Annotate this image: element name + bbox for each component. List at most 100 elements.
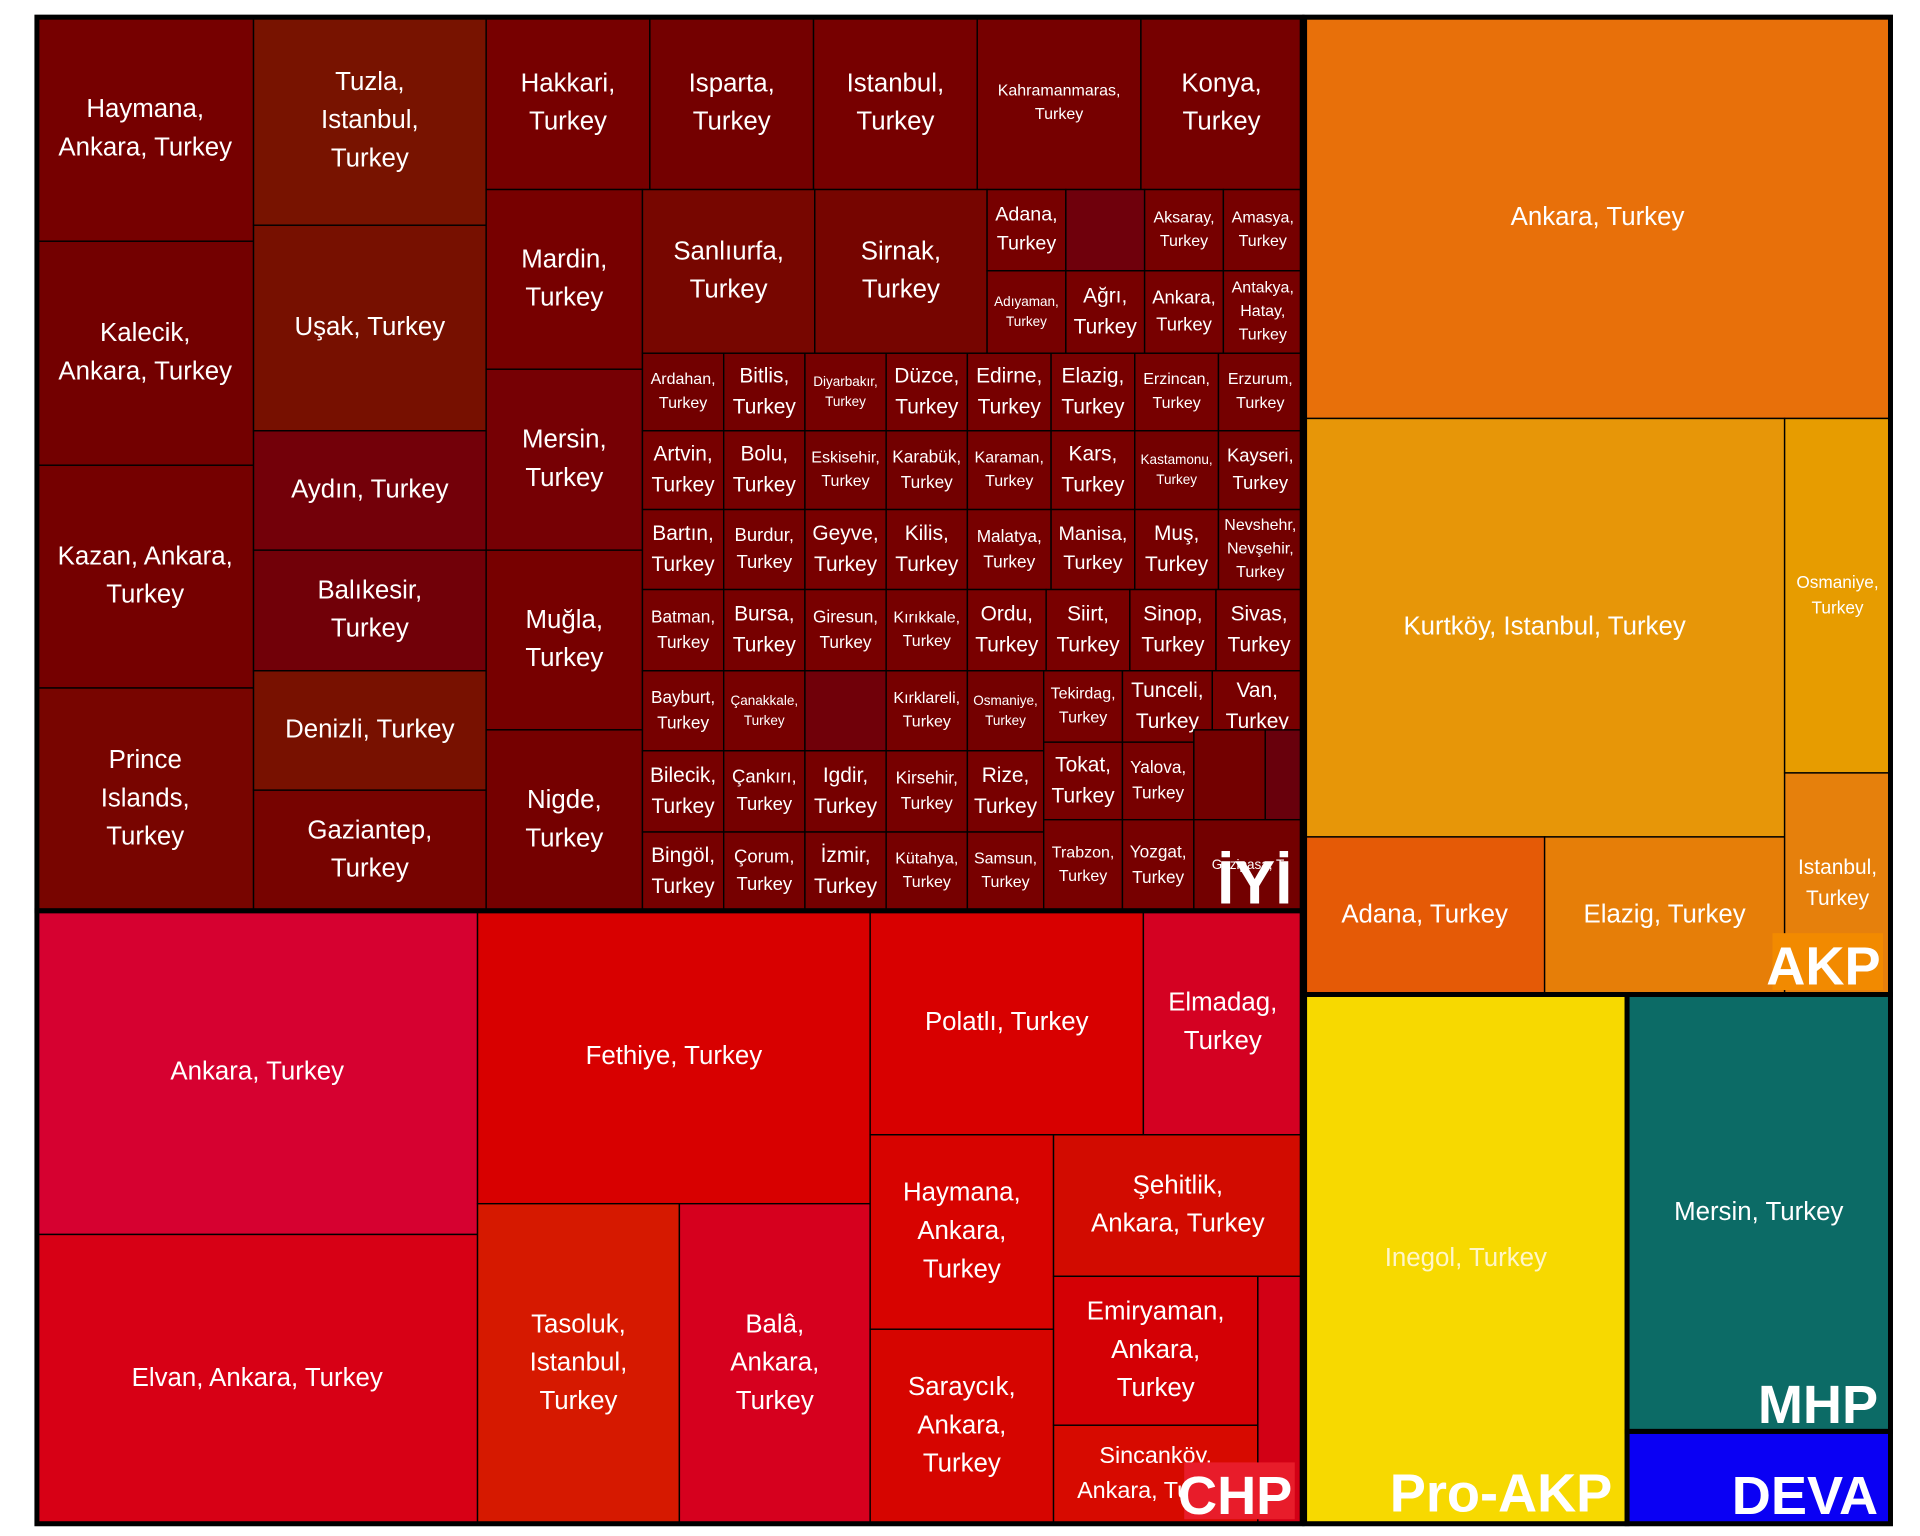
tile-ankara-turkey[interactable]: Ankara, Turkey xyxy=(1143,270,1225,354)
tile-siirt-turkey[interactable]: Siirt, Turkey xyxy=(1045,588,1131,672)
tile-karabuk-turkey[interactable]: Karabük, Turkey xyxy=(885,430,969,511)
tile-tasoluk-istanbul-turkey[interactable]: Tasoluk, Istanbul, Turkey xyxy=(476,1202,681,1525)
tile-unlabeled[interactable] xyxy=(804,670,887,752)
tile-artvin-turkey[interactable]: Artvin, Turkey xyxy=(641,430,725,511)
tile-edirne-turkey[interactable]: Edirne, Turkey xyxy=(966,352,1052,432)
tile-malatya-turkey[interactable]: Malatya, Turkey xyxy=(966,508,1052,591)
tile-sarayc-k-ankara-turkey[interactable]: Saraycık, Ankara, Turkey xyxy=(869,1328,1055,1525)
tile-gaziantep-turkey[interactable]: Gaziantep, Turkey xyxy=(252,789,487,912)
tile-tokat-turkey[interactable]: Tokat, Turkey xyxy=(1042,741,1124,821)
tile-tunceli-turkey[interactable]: Tunceli, Turkey xyxy=(1121,670,1214,743)
tile-osmaniye-turkey[interactable]: Osmaniye, Turkey xyxy=(1783,417,1892,774)
tile-haymana-ankara-turkey[interactable]: Haymana, Ankara, Turkey xyxy=(869,1134,1055,1330)
tile-izmir-turkey[interactable]: İzmir, Turkey xyxy=(804,831,887,912)
tile-kalecik-ankara-turkey[interactable]: Kalecik, Ankara, Turkey xyxy=(36,240,255,466)
tile-trabzon-turkey[interactable]: Trabzon, Turkey xyxy=(1042,818,1124,912)
tile-konya-turkey[interactable]: Konya, Turkey xyxy=(1140,16,1303,191)
tile-istanbul-turkey[interactable]: Istanbul, Turkey xyxy=(812,16,978,191)
tile-tekirdag-turkey[interactable]: Tekirdag, Turkey xyxy=(1042,670,1124,743)
tile-kurtkoy-istanbul-turkey[interactable]: Kurtköy, Istanbul, Turkey xyxy=(1303,417,1786,838)
tile-aksaray-turkey[interactable]: Aksaray, Turkey xyxy=(1143,188,1225,272)
tile-unlabeled[interactable] xyxy=(1193,729,1266,821)
tile-batman-turkey[interactable]: Batman, Turkey xyxy=(641,588,725,672)
tile-inegol-turkey[interactable]: Inegol, Turkey xyxy=(1303,993,1628,1525)
tile-nigde-turkey[interactable]: Nigde, Turkey xyxy=(485,729,644,912)
tile-kars-turkey[interactable]: Kars, Turkey xyxy=(1050,430,1136,511)
tile-sivas-turkey[interactable]: Sivas, Turkey xyxy=(1215,588,1303,672)
tile-bayburt-turkey[interactable]: Bayburt, Turkey xyxy=(641,670,725,752)
tile-kastamonu-turkey[interactable]: Kastamonu, Turkey xyxy=(1134,430,1220,511)
tile-unlabeled[interactable] xyxy=(1065,188,1146,272)
tile-elvan-ankara-turkey[interactable]: Elvan, Ankara, Turkey xyxy=(36,1233,479,1525)
tile-mugla-turkey[interactable]: Muğla, Turkey xyxy=(485,549,644,731)
tile-rize-turkey[interactable]: Rize, Turkey xyxy=(966,750,1045,833)
tile-elazig-turkey[interactable]: Elazig, Turkey xyxy=(1050,352,1136,432)
tile-agr-turkey[interactable]: Ağrı, Turkey xyxy=(1065,270,1146,354)
tile-yalova-turkey[interactable]: Yalova, Turkey xyxy=(1121,741,1195,821)
tile-karaman-turkey[interactable]: Karaman, Turkey xyxy=(966,430,1052,511)
tile-sanl-urfa-turkey[interactable]: Sanlıurfa, Turkey xyxy=(641,188,816,354)
tile-ad-yaman-turkey[interactable]: Adıyaman, Turkey xyxy=(986,270,1067,354)
tile-emiryaman-ankara-turkey[interactable]: Emiryaman, Ankara, Turkey xyxy=(1052,1275,1259,1426)
tile-ankara-turkey[interactable]: Ankara, Turkey xyxy=(1303,16,1892,420)
tile-adana-turkey[interactable]: Adana, Turkey xyxy=(986,188,1067,272)
tile-elmadag-turkey[interactable]: Elmadag, Turkey xyxy=(1142,910,1303,1136)
tile-yozgat-turkey[interactable]: Yozgat, Turkey xyxy=(1121,818,1195,912)
tile-igdir-turkey[interactable]: Igdir, Turkey xyxy=(804,750,887,833)
tile-mardin-turkey[interactable]: Mardin, Turkey xyxy=(485,188,644,370)
tile-sehitlik-ankara-turkey[interactable]: Şehitlik, Ankara, Turkey xyxy=(1052,1134,1303,1278)
tile-antakya-hatay-turkey[interactable]: Antakya, Hatay, Turkey xyxy=(1222,270,1303,354)
tile-k-rklareli-turkey[interactable]: Kırklareli, Turkey xyxy=(885,670,969,752)
tile-isparta-turkey[interactable]: Isparta, Turkey xyxy=(649,16,815,191)
tile-amasya-turkey[interactable]: Amasya, Turkey xyxy=(1222,188,1303,272)
tile-bitlis-turkey[interactable]: Bitlis, Turkey xyxy=(722,352,806,432)
tile-kahramanmaras-turkey[interactable]: Kahramanmaras, Turkey xyxy=(976,16,1142,191)
tile-kilis-turkey[interactable]: Kilis, Turkey xyxy=(885,508,969,591)
tile-prince-islands-turkey[interactable]: Prince Islands, Turkey xyxy=(36,687,255,912)
tile-osmaniye-turkey[interactable]: Osmaniye, Turkey xyxy=(966,670,1045,752)
tile-ordu-turkey[interactable]: Ordu, Turkey xyxy=(966,588,1047,672)
tile-unlabeled[interactable] xyxy=(1264,729,1303,821)
tile-usak-turkey[interactable]: Uşak, Turkey xyxy=(252,224,487,432)
tile-corum-turkey[interactable]: Çorum, Turkey xyxy=(722,831,806,912)
tile-bursa-turkey[interactable]: Bursa, Turkey xyxy=(722,588,806,672)
tile-kutahya-turkey[interactable]: Kütahya, Turkey xyxy=(885,831,969,912)
tile-hakkari-turkey[interactable]: Hakkari, Turkey xyxy=(485,16,651,191)
tile-ardahan-turkey[interactable]: Ardahan, Turkey xyxy=(641,352,725,432)
tile-sirnak-turkey[interactable]: Sirnak, Turkey xyxy=(814,188,988,354)
tile-kazan-ankara-turkey[interactable]: Kazan, Ankara, Turkey xyxy=(36,464,255,689)
tile-eskisehir-turkey[interactable]: Eskisehir, Turkey xyxy=(804,430,887,511)
tile-unlabeled[interactable] xyxy=(1626,1430,1892,1525)
tile-bilecik-turkey[interactable]: Bilecik, Turkey xyxy=(641,750,725,833)
tile-mersin-turkey[interactable]: Mersin, Turkey xyxy=(485,368,644,551)
tile-erzurum-turkey[interactable]: Erzurum, Turkey xyxy=(1217,352,1303,432)
tile-sinop-turkey[interactable]: Sinop, Turkey xyxy=(1129,588,1217,672)
tile-mus-turkey[interactable]: Muş, Turkey xyxy=(1134,508,1220,591)
tile-manisa-turkey[interactable]: Manisa, Turkey xyxy=(1050,508,1136,591)
tile-adana-turkey[interactable]: Adana, Turkey xyxy=(1303,836,1546,996)
tile-haymana-ankara-turkey[interactable]: Haymana, Ankara, Turkey xyxy=(36,16,255,242)
tile-elazig-turkey[interactable]: Elazig, Turkey xyxy=(1543,836,1786,996)
tile-bart-n-turkey[interactable]: Bartın, Turkey xyxy=(641,508,725,591)
tile-nevshehr-nevsehir-turkey[interactable]: Nevshehr, Nevşehir, Turkey xyxy=(1217,508,1303,591)
tile-tuzla-istanbul-turkey[interactable]: Tuzla, Istanbul, Turkey xyxy=(252,16,487,226)
tile-diyarbak-r-turkey[interactable]: Diyarbakır, Turkey xyxy=(804,352,887,432)
tile-burdur-turkey[interactable]: Burdur, Turkey xyxy=(722,508,806,591)
tile-bolu-turkey[interactable]: Bolu, Turkey xyxy=(722,430,806,511)
tile-ankara-turkey[interactable]: Ankara, Turkey xyxy=(36,910,479,1236)
tile-k-r-kkale-turkey[interactable]: Kırıkkale, Turkey xyxy=(885,588,969,672)
tile-kirsehir-turkey[interactable]: Kirsehir, Turkey xyxy=(885,750,969,833)
tile-erzincan-turkey[interactable]: Erzincan, Turkey xyxy=(1134,352,1220,432)
tile-giresun-turkey[interactable]: Giresun, Turkey xyxy=(804,588,887,672)
tile-fethiye-turkey[interactable]: Fethiye, Turkey xyxy=(476,910,871,1205)
tile-mersin-turkey[interactable]: Mersin, Turkey xyxy=(1626,993,1892,1433)
tile-bal-kesir-turkey[interactable]: Balıkesir, Turkey xyxy=(252,549,487,672)
tile-canakkale-turkey[interactable]: Çanakkale, Turkey xyxy=(722,670,806,752)
tile-polatl-turkey[interactable]: Polatlı, Turkey xyxy=(869,910,1145,1136)
tile-duzce-turkey[interactable]: Düzce, Turkey xyxy=(885,352,969,432)
tile-bingol-turkey[interactable]: Bingöl, Turkey xyxy=(641,831,725,912)
tile-denizli-turkey[interactable]: Denizli, Turkey xyxy=(252,670,487,791)
tile-samsun-turkey[interactable]: Samsun, Turkey xyxy=(966,831,1045,912)
tile-geyve-turkey[interactable]: Geyve, Turkey xyxy=(804,508,887,591)
tile-kayseri-turkey[interactable]: Kayseri, Turkey xyxy=(1217,430,1303,511)
